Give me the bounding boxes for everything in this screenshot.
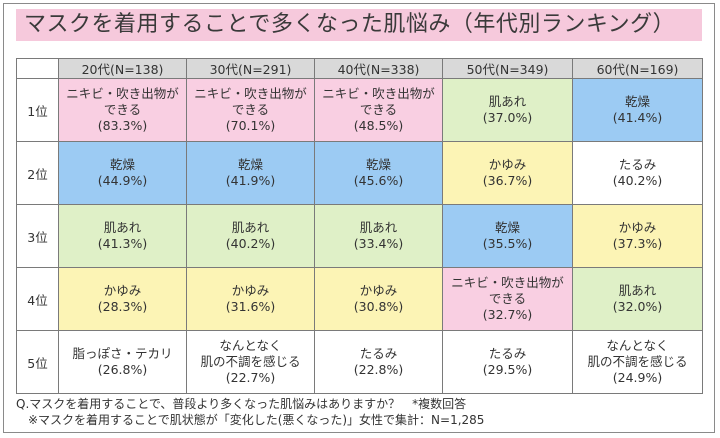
cell-item-label: ニキビ・吹き出物が できる (66, 86, 179, 117)
rank-label: 1位 (16, 78, 59, 142)
rank-label: 5位 (16, 330, 59, 394)
cell-percent-label: (30.8%) (353, 299, 404, 314)
cell-percent-label: (41.9%) (225, 173, 276, 188)
cell-percent-label: (26.8%) (97, 362, 148, 377)
table-cell: たるみ (29.5%) (442, 330, 573, 394)
footnote-note: ※マスクを着用することで肌状態が「変化した(悪くなった)」女性で集計：N=1,2… (28, 413, 485, 427)
table-cell: かゆみ (30.8%) (314, 267, 443, 331)
cell-percent-label: (48.5%) (353, 118, 404, 133)
table-cell: かゆみ (31.6%) (186, 267, 315, 331)
cell-item-label: 肌あれ (231, 220, 270, 235)
ranking-body: 1位 ニキビ・吹き出物が できる (83.3%) ニキビ・吹き出物が できる (70.1… (16, 78, 703, 394)
cell-item-label: 乾燥 (109, 157, 135, 172)
cell-percent-label: (70.1%) (225, 118, 276, 133)
cell-percent-label: (22.8%) (353, 362, 404, 377)
header-row: 20代(N=138) 30代(N=291) 40代(N=338) 50代(N=3… (16, 58, 703, 79)
cell-percent-label: (28.3%) (97, 299, 148, 314)
table-cell: なんとなく 肌の不調を感じる (24.9%) (572, 330, 703, 394)
cell-item-label: 肌あれ (618, 283, 657, 298)
cell-percent-label: (37.3%) (612, 236, 663, 251)
table-cell: ニキビ・吹き出物が できる (83.3%) (58, 78, 187, 142)
table-cell: たるみ (40.2%) (572, 141, 703, 205)
table-cell: ニキビ・吹き出物が できる (48.5%) (314, 78, 443, 142)
table-cell: かゆみ (37.3%) (572, 204, 703, 268)
table-cell: ニキビ・吹き出物が できる (32.7%) (442, 267, 573, 331)
table-row: 2位 乾燥 (44.9%) 乾燥 (41.9%) 乾燥 (45.6%) かゆみ (36.7%) た… (16, 141, 703, 205)
table-cell: 脂っぽさ・テカリ (26.8%) (58, 330, 187, 394)
cell-percent-label: (24.9%) (612, 370, 663, 385)
column-header: 60代(N=169) (572, 58, 703, 79)
corner-cell (16, 58, 59, 79)
cell-percent-label: (83.3%) (97, 118, 148, 133)
cell-item-label: ニキビ・吹き出物が できる (194, 86, 307, 117)
table-cell: なんとなく 肌の不調を感じる (22.7%) (186, 330, 315, 394)
cell-percent-label: (29.5%) (482, 362, 533, 377)
cell-item-label: 肌あれ (103, 220, 142, 235)
cell-item-label: 乾燥 (365, 157, 391, 172)
cell-item-label: かゆみ (359, 283, 398, 298)
table-cell: かゆみ (28.3%) (58, 267, 187, 331)
cell-percent-label: (37.0%) (482, 110, 533, 125)
column-header: 50代(N=349) (442, 58, 573, 79)
table-cell: ニキビ・吹き出物が できる (70.1%) (186, 78, 315, 142)
table-row: 1位 ニキビ・吹き出物が できる (83.3%) ニキビ・吹き出物が できる (70.1… (16, 78, 703, 142)
cell-percent-label: (33.4%) (353, 236, 404, 251)
cell-percent-label: (22.7%) (225, 370, 276, 385)
column-header: 30代(N=291) (186, 58, 315, 79)
table-cell: 肌あれ (41.3%) (58, 204, 187, 268)
table-cell: 乾燥 (44.9%) (58, 141, 187, 205)
cell-item-label: かゆみ (103, 283, 142, 298)
cell-item-label: 乾燥 (237, 157, 263, 172)
cell-item-label: 乾燥 (624, 94, 650, 109)
table-cell: 肌あれ (37.0%) (442, 78, 573, 142)
rank-label: 2位 (16, 141, 59, 205)
cell-item-label: ニキビ・吹き出物が できる (451, 275, 564, 306)
table-row: 5位 脂っぽさ・テカリ (26.8%) なんとなく 肌の不調を感じる (22.7%) たる… (16, 330, 703, 394)
footnote-question: Q.マスクを着用することで、普段より多くなった肌悩みはありますか？ *複数回答 (16, 397, 467, 411)
table-row: 3位 肌あれ (41.3%) 肌あれ (40.2%) 肌あれ (33.4%) 乾燥 (35.5%… (16, 204, 703, 268)
table-cell: 乾燥 (45.6%) (314, 141, 443, 205)
column-header: 20代(N=138) (58, 58, 187, 79)
ranking-table: 20代(N=138) 30代(N=291) 40代(N=338) 50代(N=3… (16, 58, 703, 394)
column-header: 40代(N=338) (314, 58, 443, 79)
cell-item-label: かゆみ (618, 220, 657, 235)
cell-percent-label: (31.6%) (225, 299, 276, 314)
cell-percent-label: (40.2%) (225, 236, 276, 251)
chart-title: マスクを着用することで多くなった肌悩み（年代別ランキング） (16, 9, 702, 41)
footnote: Q.マスクを着用することで、普段より多くなった肌悩みはありますか？ *複数回答 … (16, 396, 484, 428)
cell-item-label: たるみ (488, 346, 527, 361)
table-cell: たるみ (22.8%) (314, 330, 443, 394)
cell-percent-label: (41.4%) (612, 110, 663, 125)
cell-percent-label: (41.3%) (97, 236, 148, 251)
cell-item-label: かゆみ (231, 283, 270, 298)
cell-percent-label: (45.6%) (353, 173, 404, 188)
cell-percent-label: (32.7%) (482, 307, 533, 322)
table-cell: 乾燥 (35.5%) (442, 204, 573, 268)
cell-item-label: 脂っぽさ・テカリ (72, 346, 173, 361)
rank-label: 3位 (16, 204, 59, 268)
cell-item-label: 肌あれ (488, 94, 527, 109)
rank-label: 4位 (16, 267, 59, 331)
table-cell: 肌あれ (33.4%) (314, 204, 443, 268)
cell-item-label: かゆみ (488, 157, 527, 172)
table-cell: 肌あれ (32.0%) (572, 267, 703, 331)
cell-item-label: なんとなく 肌の不調を感じる (587, 338, 688, 369)
cell-percent-label: (32.0%) (612, 299, 663, 314)
cell-percent-label: (44.9%) (97, 173, 148, 188)
cell-percent-label: (40.2%) (612, 173, 663, 188)
table-cell: 乾燥 (41.4%) (572, 78, 703, 142)
table-cell: かゆみ (36.7%) (442, 141, 573, 205)
table-row: 4位 かゆみ (28.3%) かゆみ (31.6%) かゆみ (30.8%) ニキビ・吹き出物… (16, 267, 703, 331)
cell-item-label: なんとなく 肌の不調を感じる (200, 338, 301, 369)
cell-percent-label: (35.5%) (482, 236, 533, 251)
cell-item-label: 肌あれ (359, 220, 398, 235)
table-cell: 乾燥 (41.9%) (186, 141, 315, 205)
cell-item-label: 乾燥 (494, 220, 520, 235)
table-cell: 肌あれ (40.2%) (186, 204, 315, 268)
cell-item-label: たるみ (359, 346, 398, 361)
cell-percent-label: (36.7%) (482, 173, 533, 188)
cell-item-label: たるみ (618, 157, 657, 172)
cell-item-label: ニキビ・吹き出物が できる (322, 86, 435, 117)
